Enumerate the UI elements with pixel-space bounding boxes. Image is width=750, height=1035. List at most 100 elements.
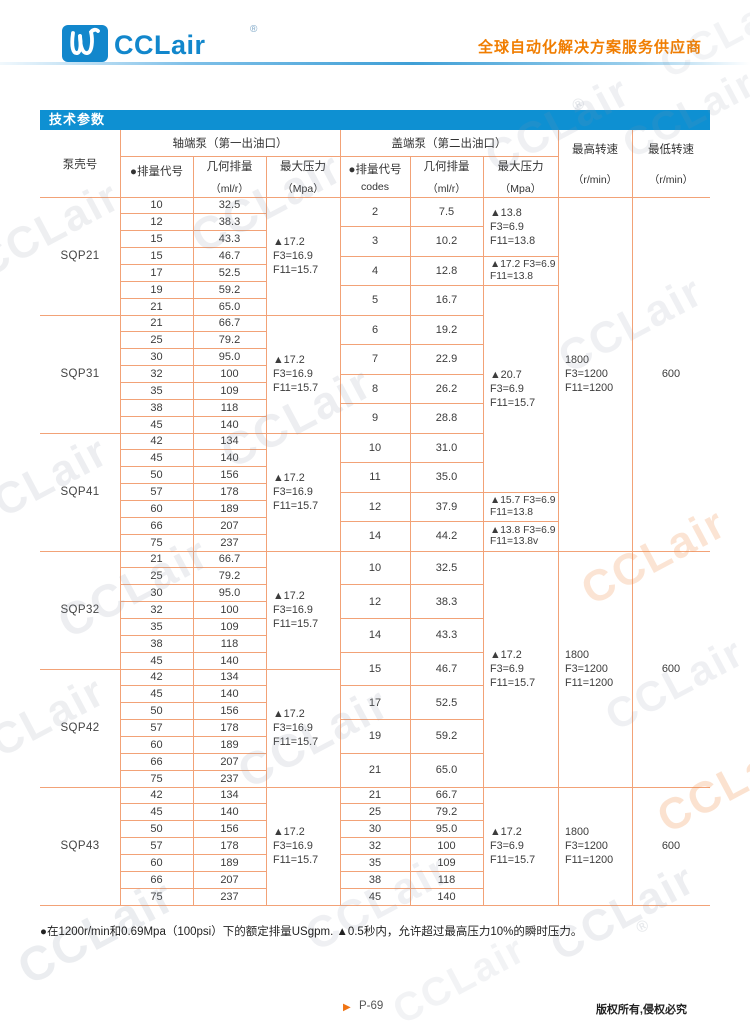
cover-disp-code-cell: 32	[368, 839, 382, 852]
axial-disp-code-cell: 32	[150, 603, 163, 616]
grid-vline	[265, 197, 267, 905]
header-unit: （Mpa）	[282, 182, 324, 195]
cover-disp-code-cell: 45	[368, 890, 382, 903]
axial-disp-code-cell: 66	[150, 873, 163, 886]
cover-disp-code-cell: 12	[368, 500, 382, 513]
grid-pressure-line	[483, 285, 558, 286]
cover-geo-disp-cell: 38.3	[435, 595, 458, 608]
grid-section-separator	[40, 314, 340, 316]
header-cover-disp-code: ●排量代号 codes	[340, 156, 410, 197]
axial-geo-disp-cell: 140	[220, 806, 239, 819]
axial-geo-disp-cell: 140	[220, 654, 239, 667]
axial-disp-code-cell: 21	[150, 300, 163, 313]
cover-geo-disp-cell: 7.5	[438, 205, 455, 218]
cover-geo-disp-cell: 32.5	[435, 561, 458, 574]
grid-row-line	[340, 752, 483, 754]
axial-geo-disp-cell: 100	[220, 367, 239, 380]
axial-disp-code-cell: 60	[150, 738, 163, 751]
axial-disp-code-cell: 60	[150, 856, 163, 869]
grid-row-line	[340, 521, 483, 522]
axial-disp-code-cell: 30	[150, 351, 163, 364]
cover-disp-code-cell: 19	[368, 730, 382, 743]
axial-geo-disp-cell: 52.5	[218, 266, 241, 279]
axial-geo-disp-cell: 140	[220, 452, 239, 465]
grid-row-line	[340, 685, 483, 687]
header-axial-geo-disp: 几何排量 （ml/r）	[193, 156, 266, 197]
axial-disp-code-cell: 42	[150, 789, 163, 802]
axial-disp-code-cell: 19	[150, 283, 163, 296]
axial-geo-disp-cell: 140	[220, 688, 239, 701]
axial-disp-code-cell: 57	[150, 721, 163, 734]
min-speed-cell: 600	[661, 840, 681, 852]
cover-geo-disp-cell: 100	[437, 839, 456, 852]
grid-row-line	[340, 462, 483, 463]
axial-disp-code-cell: 57	[150, 839, 163, 852]
axial-geo-disp-cell: 189	[220, 856, 239, 869]
cover-disp-code-cell: 25	[368, 806, 382, 819]
header-label: ●排量代号	[348, 163, 402, 176]
cover-disp-code-cell: 8	[371, 382, 379, 395]
cover-disp-code-cell: 21	[368, 764, 382, 777]
axial-disp-code-cell: 25	[150, 334, 163, 347]
axial-disp-code-cell: 42	[150, 435, 163, 448]
min-speed-cell: 600	[661, 663, 681, 675]
axial-disp-code-cell: 45	[150, 688, 163, 701]
grid-row-line	[340, 617, 483, 619]
axial-disp-code-cell: 50	[150, 705, 163, 718]
header-axial-disp-code: ●排量代号	[130, 166, 183, 178]
axial-disp-code-cell: 15	[150, 233, 163, 246]
cover-disp-code-cell: 9	[371, 412, 379, 425]
axial-disp-code-cell: 45	[150, 418, 163, 431]
axial-disp-code-cell: 15	[150, 249, 163, 262]
table-title-band: 技术参数	[40, 110, 710, 130]
header-unit: （Mpa）	[499, 182, 542, 195]
cover-pressure-cell: ▲13.8 F3=6.9 F11=13.8	[490, 206, 536, 247]
grid-vline	[557, 130, 559, 197]
axial-geo-disp-cell: 95.0	[218, 351, 241, 364]
grid-vline	[409, 156, 411, 197]
grid-vline	[119, 197, 121, 905]
grid-row-line	[340, 820, 483, 822]
header-divider	[0, 62, 750, 65]
grid-row-line	[340, 837, 483, 839]
cover-geo-disp-cell: 28.8	[435, 412, 458, 425]
axial-geo-disp-cell: 43.3	[218, 233, 241, 246]
grid-section-separator	[40, 432, 340, 434]
table-footnote: ●在1200r/min和0.69Mpa（100psi）下的额定排量USgpm. …	[40, 925, 583, 938]
header-unit: （ml/r）	[427, 182, 466, 195]
logo-w-glyph	[70, 27, 100, 55]
axial-disp-code-cell: 60	[150, 502, 163, 515]
header-label: 最低转速	[648, 143, 694, 156]
axial-pressure-cell: ▲17.2 F3=16.9 F11=15.7	[273, 236, 319, 276]
cover-geo-disp-cell: 79.2	[435, 806, 458, 819]
cover-disp-code-cell: 35	[368, 856, 382, 869]
grid-row-line	[340, 803, 483, 805]
axial-disp-code-cell: 45	[150, 654, 163, 667]
max-speed-cell: 1800 F3=1200 F11=1200	[565, 826, 614, 866]
cover-geo-disp-cell: 16.7	[435, 294, 458, 307]
pump-model-cell: SQP42	[60, 722, 100, 734]
axial-pressure-cell: ▲17.2 F3=16.9 F11=15.7	[273, 590, 319, 630]
brand-logo-icon	[62, 25, 108, 62]
header-label: 几何排量	[206, 160, 253, 173]
max-speed-cell: 1800 F3=1200 F11=1200	[565, 649, 614, 689]
grid-vline	[482, 197, 484, 905]
axial-geo-disp-cell: 109	[220, 384, 239, 397]
axial-geo-disp-cell: 237	[220, 772, 239, 785]
grid-vline	[192, 156, 194, 197]
axial-disp-code-cell: 42	[150, 671, 163, 684]
cover-geo-disp-cell: 37.9	[435, 500, 458, 513]
grid-vline	[409, 197, 411, 905]
cover-geo-disp-cell: 118	[437, 873, 456, 886]
grid-row-line	[340, 344, 483, 345]
cover-disp-code-cell: 30	[368, 823, 382, 836]
axial-disp-code-cell: 10	[150, 199, 163, 212]
axial-geo-disp-cell: 59.2	[218, 283, 241, 296]
axial-geo-disp-cell: 134	[220, 789, 239, 802]
axial-disp-code-cell: 75	[150, 536, 163, 549]
axial-disp-code-cell: 75	[150, 772, 163, 785]
pump-model-cell: SQP31	[60, 368, 100, 380]
axial-geo-disp-cell: 66.7	[218, 553, 241, 566]
axial-geo-disp-cell: 156	[220, 469, 239, 482]
